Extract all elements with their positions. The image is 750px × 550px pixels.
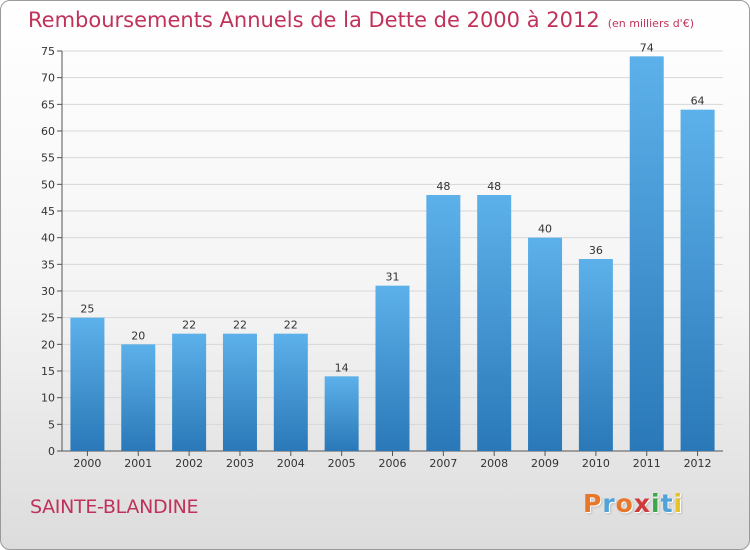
x-tick-label: 2005 xyxy=(328,457,356,470)
bar-value-label: 25 xyxy=(80,303,94,316)
bar xyxy=(680,109,715,452)
logo-letter: x xyxy=(633,489,651,518)
chart-title: Remboursements Annuels de la Dette de 20… xyxy=(28,8,694,32)
x-tick-label: 2011 xyxy=(633,457,661,470)
bar-value-label: 22 xyxy=(284,319,298,332)
y-tick-label: 5 xyxy=(48,418,55,431)
bar-value-label: 40 xyxy=(538,223,552,236)
bar-value-label: 36 xyxy=(589,244,603,257)
y-tick-label: 45 xyxy=(41,205,55,218)
x-tick-label: 2001 xyxy=(124,457,152,470)
y-tick-label: 75 xyxy=(41,45,55,58)
x-tick-label: 2010 xyxy=(582,457,610,470)
x-tick-label: 2003 xyxy=(226,457,254,470)
y-tick-label: 55 xyxy=(41,152,55,165)
x-tick-label: 2009 xyxy=(531,457,559,470)
y-tick-label: 60 xyxy=(41,125,55,138)
y-tick-label: 35 xyxy=(41,258,55,271)
x-tick-label: 2002 xyxy=(175,457,203,470)
bar xyxy=(172,333,207,451)
y-tick-label: 15 xyxy=(41,365,55,378)
y-tick-label: 30 xyxy=(41,285,55,298)
bar xyxy=(477,195,512,451)
logo-letter: t xyxy=(660,489,674,518)
bar xyxy=(222,333,257,451)
y-tick-label: 70 xyxy=(41,72,55,85)
x-tick-label: 2007 xyxy=(429,457,457,470)
bar xyxy=(629,56,664,451)
bar-value-label: 31 xyxy=(386,271,400,284)
logo-letter: r xyxy=(602,489,616,518)
bar xyxy=(528,237,563,451)
logo-letter: i xyxy=(673,489,684,518)
x-tick-label: 2000 xyxy=(73,457,101,470)
bar-value-label: 74 xyxy=(640,41,654,54)
commune-name: SAINTE-BLANDINE xyxy=(30,496,199,518)
y-tick-label: 50 xyxy=(41,178,55,191)
y-tick-label: 20 xyxy=(41,338,55,351)
bar xyxy=(324,376,359,451)
y-tick-label: 25 xyxy=(41,312,55,325)
y-tick-label: 10 xyxy=(41,392,55,405)
x-tick-label: 2008 xyxy=(480,457,508,470)
logo-letter: i xyxy=(651,489,661,518)
bar-value-label: 48 xyxy=(487,180,501,193)
bar-value-label: 14 xyxy=(335,361,349,374)
bar-value-label: 22 xyxy=(233,319,247,332)
y-tick-label: 0 xyxy=(48,445,55,458)
x-tick-label: 2006 xyxy=(379,457,407,470)
logo-letter: P xyxy=(583,489,603,518)
bar-value-label: 20 xyxy=(131,329,145,342)
logo-letter: o xyxy=(615,489,634,518)
chart-subtitle: (en milliers d'€) xyxy=(607,17,694,30)
bar-value-label: 22 xyxy=(182,319,196,332)
bar xyxy=(70,317,105,451)
x-tick-label: 2004 xyxy=(277,457,305,470)
y-tick-label: 65 xyxy=(41,98,55,111)
bar xyxy=(121,344,156,451)
bar xyxy=(375,285,410,451)
x-tick-label: 2012 xyxy=(684,457,712,470)
bar xyxy=(426,195,461,451)
proxiti-logo: Proxiti xyxy=(583,489,683,518)
bar-value-label: 64 xyxy=(691,95,705,108)
chart-title-text: Remboursements Annuels de la Dette de 20… xyxy=(28,8,600,32)
y-tick-label: 40 xyxy=(41,232,55,245)
bar-value-label: 48 xyxy=(436,180,450,193)
bar xyxy=(273,333,308,451)
bar xyxy=(578,259,613,451)
